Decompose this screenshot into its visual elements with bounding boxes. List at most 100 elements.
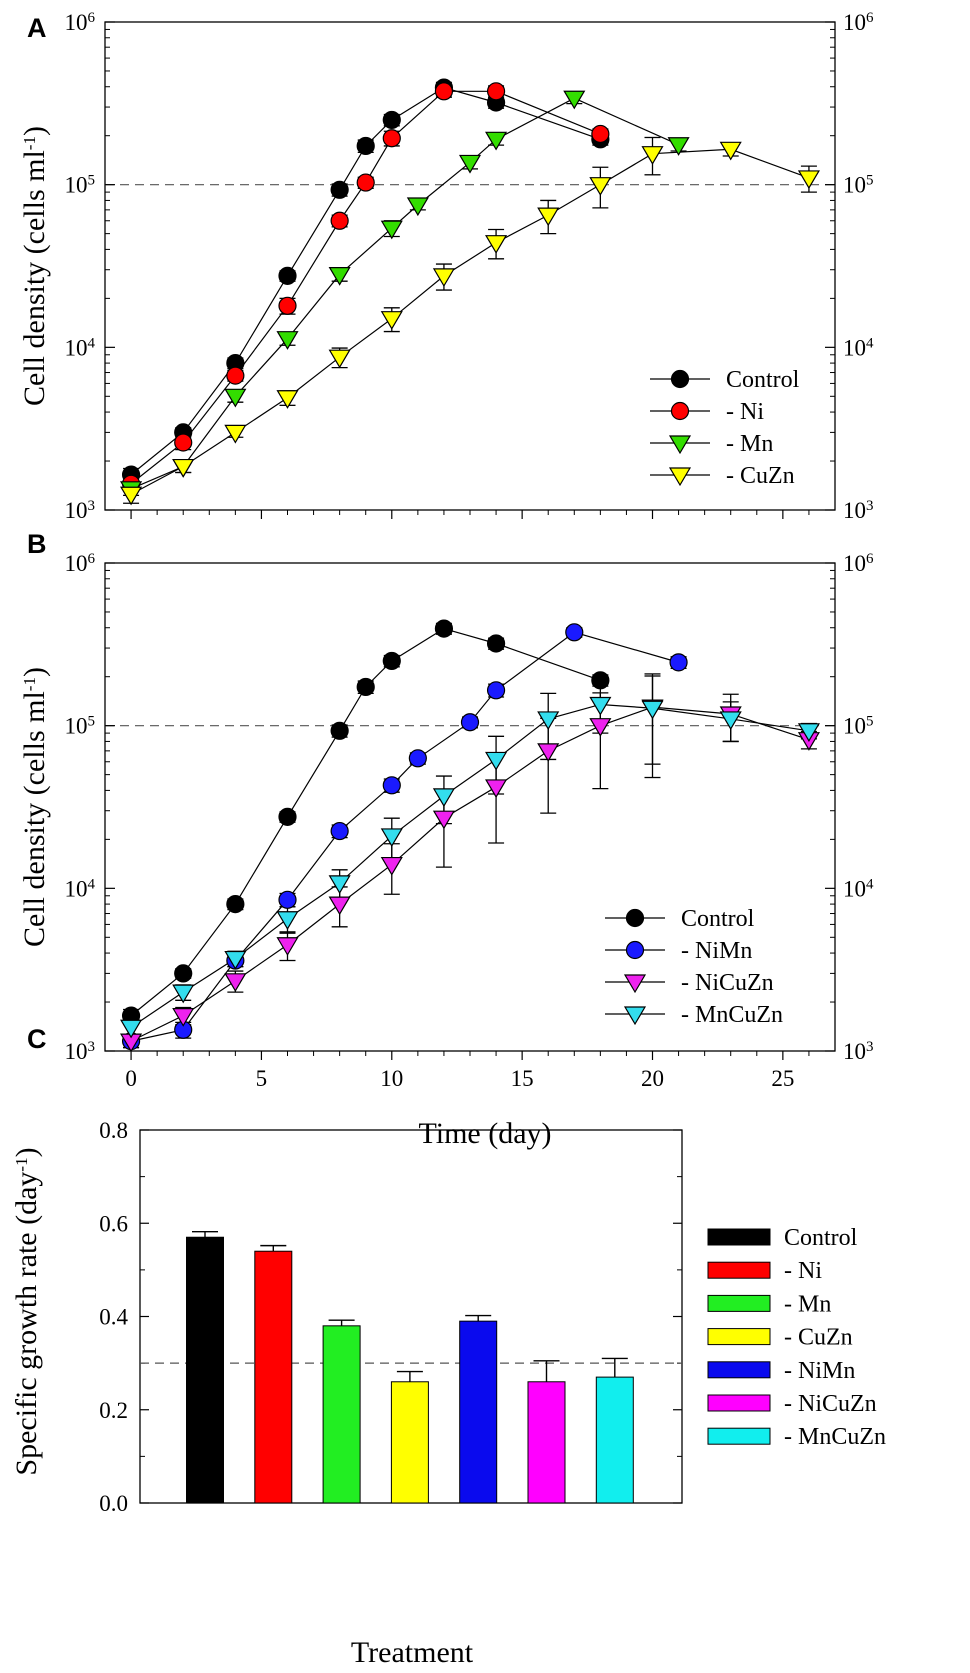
data-point: [330, 180, 349, 199]
legend-marker: [625, 908, 645, 928]
data-point: [278, 807, 297, 826]
legend-marker: [625, 940, 645, 960]
data-point: [641, 146, 664, 165]
legend-swatch: [707, 1394, 771, 1412]
legend-swatch: [707, 1228, 771, 1246]
data-point: [589, 696, 612, 716]
data-point: [380, 311, 403, 330]
legend-label: - NiCuZn: [681, 970, 774, 996]
x-tick-label: 25: [771, 1066, 794, 1091]
data-point: [382, 776, 401, 795]
data-point: [174, 433, 193, 452]
legend-label: - NiMn: [681, 938, 752, 964]
y-tick-label-right: 106: [843, 10, 874, 35]
series-mn: [123, 92, 687, 497]
y-tick-label-right: 103: [843, 498, 874, 523]
data-point: [328, 266, 351, 286]
data-point: [667, 137, 690, 156]
y-tick-label-right: 105: [843, 714, 874, 739]
x-tick-label: 0: [125, 1066, 137, 1091]
data-point: [356, 173, 375, 192]
data-point: [330, 721, 349, 740]
data-point: [485, 779, 508, 799]
legend-swatch: [707, 1427, 771, 1445]
legend-label: - NiMn: [784, 1358, 855, 1384]
data-point: [224, 950, 247, 970]
data-point: [224, 388, 247, 408]
y-tick-label: 0.2: [99, 1398, 128, 1423]
data-point: [356, 136, 375, 156]
data-point: [591, 671, 610, 690]
y-axis-title: Specific growth rate (day-1): [10, 1147, 43, 1475]
data-point: [485, 751, 508, 771]
y-tick-label: 104: [65, 335, 96, 360]
data-point: [537, 743, 560, 763]
data-point: [120, 1019, 143, 1039]
data-point: [537, 711, 560, 731]
y-tick-label: 106: [65, 10, 96, 35]
data-point: [669, 653, 688, 672]
data-point: [719, 141, 742, 161]
series-line: [130, 631, 679, 1042]
data-point: [356, 677, 375, 697]
data-point: [565, 623, 584, 642]
legend-label: Control: [726, 367, 800, 393]
data-point: [563, 90, 586, 110]
data-point: [589, 177, 612, 196]
data-point: [408, 749, 427, 768]
y-axis-title: Cell density (cells ml-1): [18, 126, 51, 406]
data-point: [278, 296, 297, 315]
data-point: [276, 937, 299, 956]
legend-marker: [670, 369, 690, 389]
legend-label: Control: [681, 906, 755, 932]
y-tick-label: 0.8: [99, 1118, 128, 1143]
data-point: [328, 875, 351, 895]
bar: [459, 1320, 498, 1504]
data-point: [382, 129, 401, 148]
data-point: [485, 131, 508, 151]
legend-swatch: [707, 1261, 771, 1279]
y-axis-title: Cell density (cells ml-1): [18, 667, 51, 947]
y-tick-label: 0.0: [99, 1491, 128, 1516]
y-tick-label: 0.6: [99, 1211, 128, 1236]
bar: [254, 1250, 293, 1504]
data-point: [406, 197, 429, 217]
data-point: [330, 821, 349, 841]
legend-swatch: [707, 1294, 771, 1312]
legend-label: - CuZn: [784, 1325, 853, 1351]
bar: [595, 1376, 634, 1504]
legend-marker: [668, 435, 692, 455]
data-point: [719, 711, 742, 731]
y-tick-label: 106: [65, 551, 96, 576]
data-point: [174, 964, 193, 983]
legend-label: - Ni: [726, 399, 764, 425]
data-point: [172, 1008, 195, 1027]
data-point: [120, 486, 143, 506]
x-tick-label: 15: [511, 1066, 534, 1091]
legend-label: - Ni: [784, 1258, 822, 1284]
data-point: [641, 700, 664, 720]
x-tick-label: 5: [256, 1066, 268, 1091]
legend-label: - Mn: [784, 1291, 831, 1317]
series-cuzn: [123, 136, 817, 504]
y-tick-label: 103: [65, 1039, 96, 1064]
data-point: [224, 424, 247, 444]
panel-letter-b: B: [27, 529, 47, 559]
data-point: [485, 235, 508, 254]
legend-label: - MnCuZn: [784, 1424, 886, 1450]
data-point: [328, 896, 351, 916]
x-axis-title: Time (day): [418, 1117, 551, 1150]
legend-marker: [623, 1006, 647, 1026]
data-point: [797, 170, 820, 190]
data-point: [276, 911, 299, 930]
data-point: [276, 331, 299, 350]
data-point: [434, 619, 454, 638]
series-line: [130, 97, 679, 490]
data-point: [486, 681, 506, 700]
data-point: [224, 973, 247, 993]
data-point: [276, 390, 299, 409]
x-tick-label: 20: [641, 1066, 664, 1091]
data-point: [330, 211, 349, 230]
y-tick-label: 0.4: [99, 1305, 128, 1330]
